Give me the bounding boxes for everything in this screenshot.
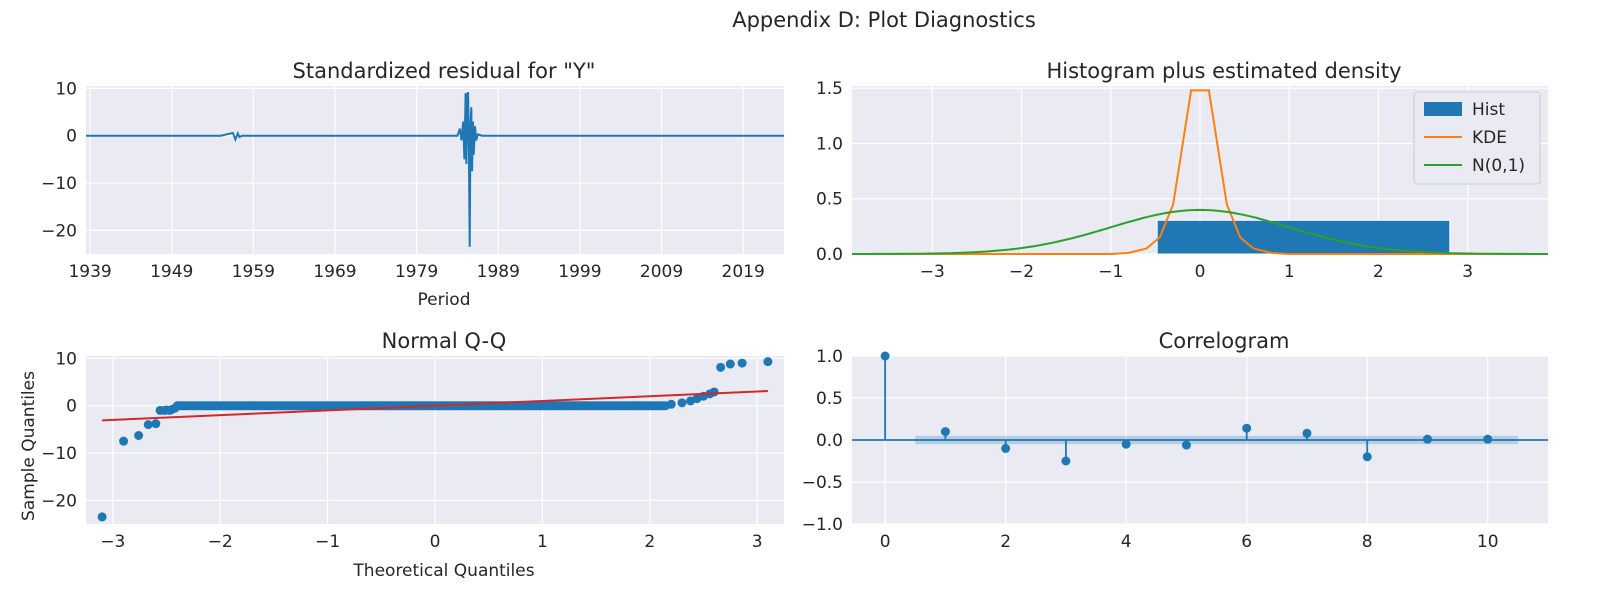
qq-point — [143, 420, 153, 430]
qq-point — [151, 419, 161, 429]
correlogram-title: Correlogram — [1159, 329, 1290, 353]
acf-marker — [1061, 456, 1071, 466]
qq-point — [725, 359, 735, 369]
y-tick-label: 1.5 — [816, 79, 843, 99]
y-tick-label: −10 — [41, 174, 77, 194]
qq-ylabel: Sample Quantiles — [19, 371, 39, 521]
x-tick-label: 1999 — [558, 262, 601, 282]
acf-marker — [1242, 423, 1252, 433]
x-tick-label: 4 — [1121, 532, 1132, 552]
legend: Hist KDE N(0,1) — [1413, 91, 1541, 185]
x-tick-label: 1 — [1284, 262, 1295, 282]
y-tick-label: 0.5 — [816, 190, 843, 210]
legend-label-hist: Hist — [1472, 100, 1505, 120]
qq-xlabel: Theoretical Quantiles — [352, 561, 534, 581]
x-tick-label: 1939 — [68, 262, 111, 282]
y-tick-label: 0 — [66, 397, 77, 417]
acf-marker — [880, 351, 890, 361]
histogram-panel: Histogram plus estimated density −3 −2 −1 0… — [816, 59, 1548, 282]
residual-line — [86, 91, 784, 247]
x-tick-label: −2 — [208, 532, 233, 552]
x-tick-label: 2 — [1373, 262, 1384, 282]
x-tick-label: 1979 — [395, 262, 438, 282]
x-tick-label: 2 — [644, 532, 655, 552]
acf-marker — [1121, 439, 1131, 449]
kde-line — [852, 89, 1548, 255]
legend-label-kde: KDE — [1472, 128, 1507, 148]
y-tick-label: −20 — [41, 221, 77, 241]
residual-title: Standardized residual for "Y" — [293, 59, 596, 83]
acf-marker — [1422, 434, 1432, 444]
y-tick-label: −1.0 — [802, 515, 843, 535]
x-tick-label: 3 — [1462, 262, 1473, 282]
y-tick-label: 10 — [55, 79, 77, 99]
x-tick-label: 6 — [1241, 532, 1252, 552]
x-tick-label: 1 — [537, 532, 548, 552]
y-tick-label: 0 — [66, 127, 77, 147]
residual-xlabel: Period — [417, 290, 470, 310]
x-tick-label: 2 — [1000, 532, 1011, 552]
residual-panel: Standardized residual for "Y" Period 193… — [41, 59, 784, 310]
figure-title: Appendix D: Plot Diagnostics — [732, 8, 1036, 32]
normal-curve — [852, 208, 1548, 255]
qq-point — [677, 398, 687, 408]
x-tick-label: 0 — [880, 532, 891, 552]
qq-point — [763, 357, 773, 367]
y-tick-label: −20 — [41, 491, 77, 511]
x-tick-label: −2 — [1009, 262, 1034, 282]
x-tick-label: 1949 — [150, 262, 193, 282]
hist-bar — [1156, 219, 1451, 255]
qq-fit-line — [102, 390, 768, 422]
qq-point — [737, 358, 747, 368]
y-tick-label: 0.0 — [816, 431, 843, 451]
qq-title: Normal Q-Q — [382, 329, 507, 353]
x-tick-label: −1 — [315, 532, 340, 552]
qq-point — [666, 399, 676, 409]
y-tick-label: 10 — [55, 349, 77, 369]
x-tick-label: 2019 — [722, 262, 765, 282]
qq-point — [97, 512, 107, 522]
acf-marker — [1001, 443, 1011, 453]
x-tick-label: −3 — [100, 532, 125, 552]
acf-marker — [1302, 428, 1312, 438]
x-tick-label: 8 — [1362, 532, 1373, 552]
qq-point — [134, 431, 144, 441]
correlogram-panel: Correlogram 0 2 4 6 8 10 1.0 0.5 0.0 −0.5 −1.0 — [802, 329, 1548, 552]
x-tick-label: −1 — [1098, 262, 1123, 282]
acf-marker — [1483, 434, 1493, 444]
qq-point — [119, 436, 129, 446]
acf-marker — [1181, 440, 1191, 450]
y-tick-label: 1.0 — [816, 347, 843, 367]
y-tick-label: −10 — [41, 444, 77, 464]
y-tick-label: 0.0 — [816, 245, 843, 265]
qq-point — [170, 403, 180, 413]
acf-marker — [1362, 452, 1372, 462]
x-tick-label: 2009 — [640, 262, 683, 282]
legend-label-normal: N(0,1) — [1472, 156, 1525, 176]
x-tick-label: 0 — [1195, 262, 1206, 282]
y-tick-label: 1.0 — [816, 134, 843, 154]
x-tick-label: 1969 — [313, 262, 356, 282]
plot-area — [86, 86, 784, 254]
y-tick-label: −0.5 — [802, 473, 843, 493]
qq-point — [716, 362, 726, 372]
x-tick-label: 10 — [1477, 532, 1499, 552]
x-tick-label: 1959 — [232, 262, 275, 282]
legend-swatch-hist — [1424, 102, 1462, 116]
acf-marker — [940, 427, 950, 437]
y-tick-label: 0.5 — [816, 389, 843, 409]
qq-point — [709, 387, 719, 397]
qq-panel: Normal Q-Q Theoretical Quantiles Sample … — [19, 329, 784, 581]
x-tick-label: 1989 — [477, 262, 520, 282]
x-tick-label: 3 — [752, 532, 763, 552]
histogram-title: Histogram plus estimated density — [1046, 59, 1401, 83]
x-tick-label: 0 — [430, 532, 441, 552]
x-tick-label: −3 — [920, 262, 945, 282]
